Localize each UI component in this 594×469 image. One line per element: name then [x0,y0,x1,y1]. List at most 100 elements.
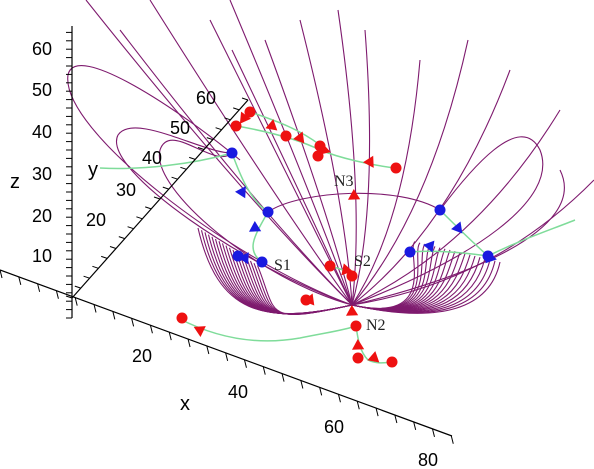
red-point-marker [352,352,364,364]
field-lines-group [67,0,594,316]
y-tick-label: 60 [196,88,216,108]
y-axis-tick [206,137,213,141]
y-axis-tick [215,127,222,131]
field-line [209,19,353,306]
red-point-marker [350,320,362,332]
blue-arrow-marker [235,186,246,199]
x-axis-tick [450,435,454,444]
y-axis-tick [171,176,178,180]
y-axis-tick [197,147,205,150]
y-axis-tick [136,216,143,220]
red-arrow-marker [193,326,206,337]
red-point-marker [176,312,188,324]
red-arrow-marker [265,119,278,131]
red-arrow-marker [293,131,305,144]
z-tick-label: 60 [32,39,52,59]
blue-point-marker [226,147,238,159]
x-tick-label: 60 [324,417,344,437]
field-line [256,241,416,316]
y-axis-tick [65,295,73,299]
field-line [158,139,353,306]
field-line [119,29,353,306]
field-line [264,39,353,306]
x-axis-tick [431,428,435,437]
field-line [267,192,441,213]
trajectory-line [249,111,321,146]
x-axis-tick [206,345,210,355]
z-tick-label: 40 [32,122,52,142]
axes-group [0,26,453,437]
x-axis-tick [74,297,78,306]
x-axis-tick [0,269,3,279]
red-point-marker [280,130,292,142]
red-point-marker [324,260,336,272]
x-axis-tick [319,387,323,396]
y-axis-tick [92,265,99,269]
y-axis-title: y [88,159,98,181]
red-arrow-marker [303,293,315,306]
x-axis-tick [18,276,22,286]
point-label-s2: S2 [354,253,371,270]
red-arrow-marker [318,143,331,155]
y-axis-tick [162,186,169,190]
y-axis-tick [153,196,161,200]
x-axis-tick [281,373,285,382]
blue-point-marker [434,204,446,216]
y-axis-tick [180,166,187,170]
point-label-n3: N3 [334,173,354,190]
red-arrow-marker [346,305,359,316]
x-tick-label: 40 [228,382,248,402]
x-axis-tick [375,407,379,417]
blue-point-marker [262,206,274,218]
y-tick-label: 50 [170,118,190,138]
red-point-marker [390,162,402,174]
y-axis-tick [83,275,90,279]
y-tick-label: 30 [116,180,136,200]
x-axis-tick [112,311,116,320]
x-axis-tick [168,332,172,341]
z-axis-title: z [10,171,20,193]
red-point-marker [346,270,358,282]
point-label-s1: S1 [274,257,291,274]
y-axis-tick [74,285,81,289]
trajectory-line [99,152,233,170]
x-axis-tick [300,380,304,389]
y-axis-tick [101,255,108,259]
x-axis-tick [225,352,229,361]
red-arrow-marker [352,339,365,350]
x-axis-tick [356,401,360,410]
field-line [229,0,353,306]
markers-group [176,106,497,368]
x-axis-tick [394,414,398,424]
blue-arrow-marker [485,251,497,264]
y-axis-tick [233,107,240,111]
field-line [351,109,561,306]
x-axis-tick [262,366,266,375]
x-axis-tick [55,290,59,299]
x-axis-tick [187,338,191,348]
y-axis-tick [189,156,196,160]
red-point-marker [244,106,256,118]
trajectory-line [177,317,357,342]
x-axis-tick [149,325,153,334]
y-axis-tick [127,226,134,230]
field-line [351,169,565,306]
red-arrow-marker [348,189,361,200]
z-tick-label: 10 [32,246,52,266]
field-line [85,0,353,306]
red-arrow-marker [363,155,374,168]
x-tick-label: 20 [132,346,152,366]
field-line [253,242,421,315]
trajectory-line [409,250,489,257]
blue-arrow-marker [423,240,435,253]
field-line [351,39,469,306]
blue-point-marker [256,256,268,268]
trajectory-line [231,152,269,213]
y-axis-tick [241,97,249,101]
x-axis-tick [131,318,135,327]
x-tick-label: 80 [418,450,438,469]
y-axis-tick [118,236,125,240]
blue-point-marker [404,246,416,258]
